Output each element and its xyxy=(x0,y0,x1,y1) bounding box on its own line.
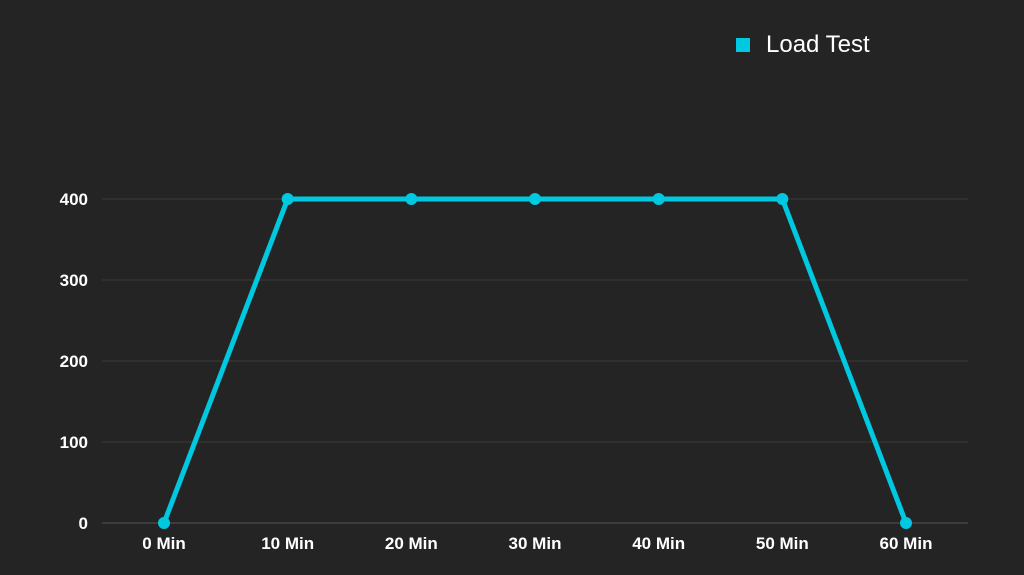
series-layer xyxy=(158,193,912,529)
y-axis-tick-labels: 0 100 200 300 400 xyxy=(60,190,88,533)
x-tick-label: 60 Min xyxy=(880,534,933,553)
data-point xyxy=(900,517,912,529)
legend: Load Test xyxy=(736,30,870,60)
x-tick-label: 20 Min xyxy=(385,534,438,553)
y-tick-label: 100 xyxy=(60,433,88,452)
x-tick-label: 50 Min xyxy=(756,534,809,553)
x-axis-tick-labels: 0 Min 10 Min 20 Min 30 Min 40 Min 50 Min 60 Mi… xyxy=(142,534,932,553)
y-tick-label: 400 xyxy=(60,190,88,209)
legend-swatch xyxy=(736,38,750,52)
y-tick-label: 0 xyxy=(79,514,88,533)
data-point xyxy=(652,193,665,205)
data-point xyxy=(776,193,789,205)
data-point xyxy=(529,193,541,205)
y-tick-label: 300 xyxy=(60,271,88,290)
x-tick-label: 30 Min xyxy=(509,534,562,553)
x-tick-label: 10 Min xyxy=(261,534,314,553)
legend-label: Load Test xyxy=(766,31,870,58)
y-tick-label: 200 xyxy=(60,352,88,371)
x-tick-label: 40 Min xyxy=(632,534,685,553)
data-point xyxy=(281,193,294,205)
data-point xyxy=(405,193,418,205)
x-tick-label: 0 Min xyxy=(142,534,185,553)
grid-lines xyxy=(102,198,968,524)
data-point xyxy=(158,517,170,529)
